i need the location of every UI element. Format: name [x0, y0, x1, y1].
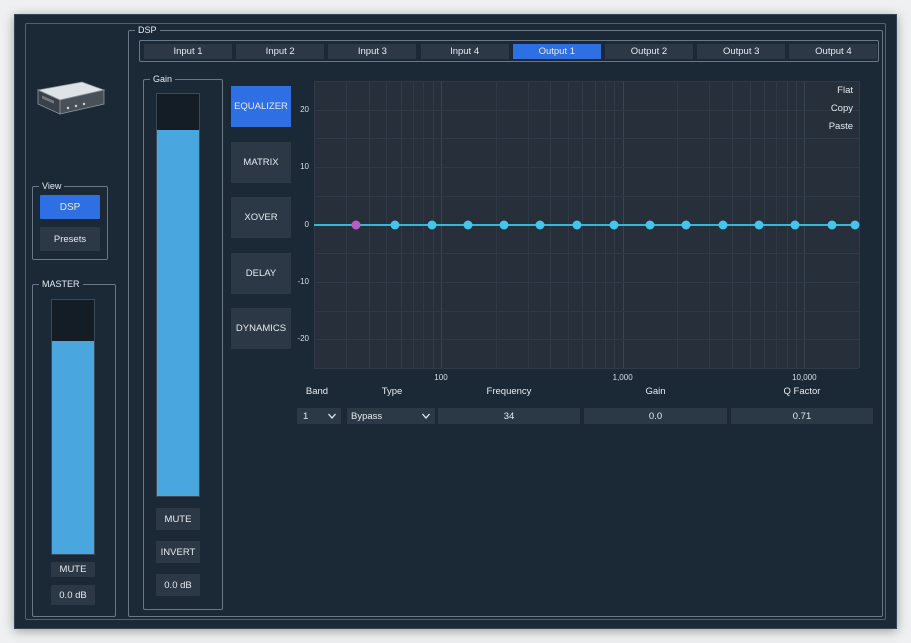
- channel-mute-button[interactable]: MUTE: [156, 508, 200, 530]
- channel-gain-value[interactable]: 0.0 dB: [156, 574, 200, 596]
- channel-tab[interactable]: Output 4: [789, 44, 878, 59]
- channel-invert-button[interactable]: INVERT: [156, 541, 200, 563]
- master-meter[interactable]: [51, 299, 95, 555]
- mode-button-delay[interactable]: DELAY: [231, 252, 291, 294]
- eq-band-node[interactable]: [390, 220, 400, 229]
- view-presets-button[interactable]: Presets: [40, 227, 100, 251]
- eq-band-node[interactable]: [718, 220, 728, 229]
- view-dsp-button[interactable]: DSP: [40, 195, 100, 219]
- eq-response-line: [314, 223, 859, 226]
- master-mute-button[interactable]: MUTE: [51, 562, 95, 577]
- grid-line-horizontal: [314, 253, 859, 255]
- eq-band-node[interactable]: [645, 220, 655, 229]
- type-select[interactable]: Bypass: [347, 408, 435, 424]
- channel-tab[interactable]: Input 4: [420, 44, 509, 59]
- gain-group: Gain MUTE INVERT 0.0 dB: [143, 73, 223, 610]
- gain-field[interactable]: 0.0: [584, 408, 727, 424]
- eq-band-node[interactable]: [827, 220, 837, 229]
- band-select[interactable]: 1: [297, 408, 341, 424]
- eq-band-node[interactable]: [681, 220, 691, 229]
- mode-button-equalizer[interactable]: EQUALIZER: [231, 86, 291, 127]
- master-meter-fill: [52, 340, 94, 554]
- view-group: View DSP Presets: [32, 180, 108, 260]
- x-tick-label: 10,000: [792, 373, 817, 382]
- grid-line-vertical: [859, 81, 860, 368]
- grid-line-horizontal: [314, 195, 859, 197]
- eq-band-node[interactable]: [535, 220, 545, 229]
- eq-band-node[interactable]: [351, 220, 361, 229]
- y-tick-label: -20: [297, 334, 309, 344]
- gain-header: Gain: [645, 386, 666, 397]
- channel-tab[interactable]: Output 2: [605, 44, 693, 59]
- app-window: View DSP Presets MASTER MUTE 0.0 dB DSP …: [14, 14, 897, 629]
- band-select-value: 1: [303, 410, 309, 422]
- eq-band-node[interactable]: [609, 220, 619, 229]
- channel-tab[interactable]: Output 3: [697, 44, 786, 59]
- master-gain-value[interactable]: 0.0 dB: [51, 585, 95, 605]
- y-tick-label: 20: [300, 104, 309, 114]
- eq-band-node[interactable]: [463, 220, 473, 229]
- channel-gain-meter-fill: [157, 130, 199, 496]
- eq-menu-flat[interactable]: Flat: [837, 85, 853, 96]
- master-group: MASTER MUTE 0.0 dB: [32, 278, 116, 617]
- channel-tab[interactable]: Input 1: [144, 44, 232, 59]
- y-tick-label: -10: [297, 276, 309, 286]
- frequency-header: Frequency: [486, 386, 532, 397]
- eq-band-node[interactable]: [850, 220, 860, 229]
- gain-group-label: Gain: [150, 73, 176, 85]
- frequency-field[interactable]: 34: [438, 408, 580, 424]
- eq-plot[interactable]: Flat Copy Paste: [314, 81, 860, 369]
- grid-line-horizontal: [314, 368, 859, 369]
- x-tick-label: 1,000: [612, 373, 633, 382]
- chevron-down-icon: [328, 413, 336, 419]
- master-group-label: MASTER: [39, 278, 83, 290]
- mode-button-matrix[interactable]: MATRIX: [231, 141, 291, 183]
- eq-band-node[interactable]: [499, 220, 509, 229]
- grid-line-horizontal: [314, 109, 859, 111]
- mode-button-dynamics[interactable]: DYNAMICS: [231, 308, 291, 349]
- grid-line-horizontal: [314, 138, 859, 140]
- type-header: Type: [381, 386, 403, 397]
- y-tick-label: 0: [304, 219, 309, 229]
- grid-line-horizontal: [314, 339, 859, 341]
- channel-tab[interactable]: Output 1: [512, 44, 601, 59]
- channel-tabbar: Input 1 Input 2 Input 3 Input 4 Output 1 Outp…: [139, 40, 879, 62]
- x-tick-label: 100: [434, 373, 448, 382]
- eq-band-node[interactable]: [572, 220, 582, 229]
- q-factor-field[interactable]: 0.71: [731, 408, 873, 424]
- channel-tab[interactable]: Input 2: [236, 44, 325, 59]
- grid-line-horizontal: [314, 310, 859, 312]
- eq-menu-paste[interactable]: Paste: [828, 121, 853, 132]
- view-group-label: View: [39, 180, 65, 192]
- eq-band-node[interactable]: [754, 220, 764, 229]
- grid-line-horizontal: [314, 167, 859, 169]
- main-frame: View DSP Presets MASTER MUTE 0.0 dB DSP …: [25, 23, 886, 620]
- dsp-group: DSP Input 1 Input 2 Input 3 Input 4 Output 1…: [128, 24, 883, 617]
- mode-button-xover[interactable]: XOVER: [231, 197, 291, 238]
- channel-gain-meter[interactable]: [156, 93, 200, 497]
- dsp-group-label: DSP: [135, 24, 160, 36]
- grid-line-horizontal: [314, 81, 859, 82]
- eq-band-node[interactable]: [790, 220, 800, 229]
- eq-band-node[interactable]: [427, 220, 437, 229]
- eq-menu-copy[interactable]: Copy: [830, 103, 853, 114]
- chevron-down-icon: [422, 413, 430, 419]
- type-select-value: Bypass: [351, 410, 383, 422]
- device-image: [36, 81, 106, 115]
- channel-tab[interactable]: Input 3: [328, 44, 417, 59]
- band-header: Band: [305, 386, 329, 397]
- y-tick-label: 10: [300, 162, 309, 172]
- grid-line-horizontal: [314, 281, 859, 283]
- q-factor-header: Q Factor: [783, 386, 821, 397]
